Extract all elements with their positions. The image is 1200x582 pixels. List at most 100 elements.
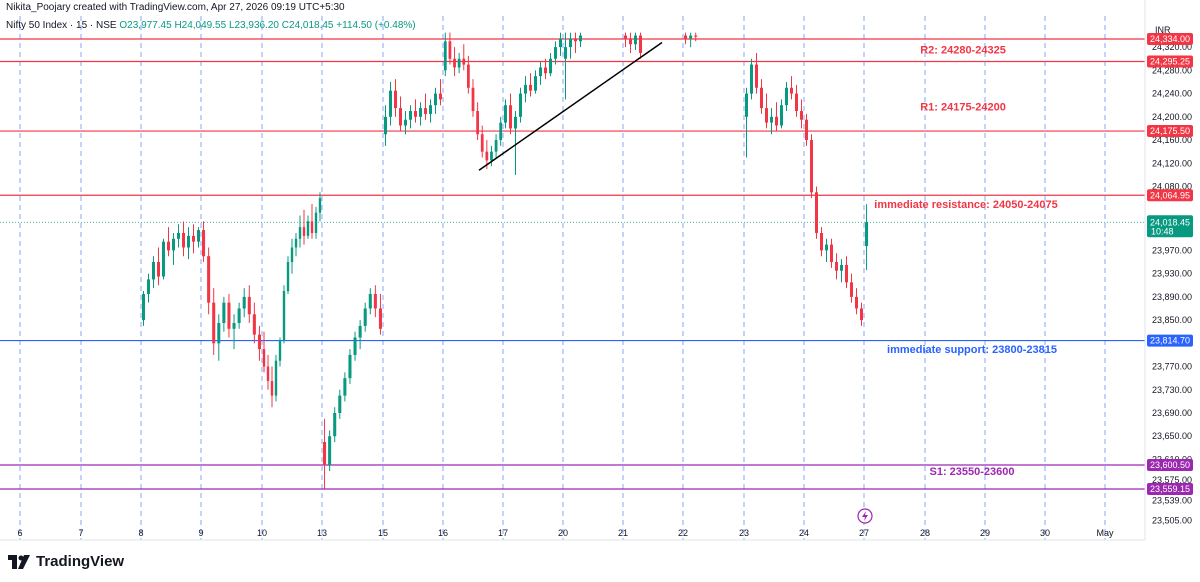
- candle: [634, 32, 637, 51]
- candle-body: [745, 93, 748, 117]
- candle: [480, 125, 484, 158]
- candle-body: [820, 232, 823, 251]
- candle-body: [509, 105, 512, 129]
- candle: [549, 52, 552, 77]
- time-tick-label: 10: [257, 528, 267, 538]
- candle: [318, 192, 322, 222]
- candle: [820, 227, 823, 257]
- bar-countdown-text: 10:48: [1151, 226, 1174, 236]
- candle: [815, 186, 818, 239]
- candle-body: [529, 84, 532, 91]
- candle: [534, 70, 537, 94]
- candle: [554, 41, 557, 65]
- level-lines: [0, 38, 1145, 490]
- candle: [270, 366, 274, 408]
- candle: [242, 288, 246, 318]
- time-tick-label: 20: [558, 528, 568, 538]
- candle: [689, 32, 693, 48]
- candle: [448, 32, 452, 65]
- candle-body: [524, 84, 527, 94]
- zone-label: S1: 23550-23600: [929, 466, 1014, 478]
- candle-body: [389, 90, 392, 117]
- candle: [328, 430, 332, 472]
- candle-body: [574, 38, 577, 42]
- time-tick-label: 8: [138, 528, 143, 538]
- candle: [765, 93, 768, 129]
- candle: [471, 79, 475, 117]
- candle: [197, 227, 200, 248]
- time-tick-label: 24: [799, 528, 809, 538]
- candle-body: [363, 308, 367, 326]
- symbol-legend: Nifty 50 Index · 15 · NSE O23,977.45 H24…: [6, 20, 416, 31]
- candle: [222, 296, 226, 332]
- candle-body: [750, 64, 753, 94]
- candle: [755, 52, 758, 94]
- candle-body: [348, 354, 352, 379]
- candle-body: [549, 58, 552, 74]
- candle-body: [343, 378, 347, 396]
- candle: [343, 372, 347, 402]
- candle: [850, 273, 853, 303]
- time-tick-label: 13: [317, 528, 327, 538]
- candle-body: [384, 116, 387, 135]
- candle-body: [443, 41, 447, 71]
- candle: [519, 87, 522, 123]
- symbol-name[interactable]: Nifty 50 Index · 15 · NSE: [6, 20, 117, 31]
- candle-body: [480, 134, 484, 152]
- candle-body: [579, 35, 582, 42]
- candle: [865, 204, 869, 271]
- candle: [509, 93, 512, 135]
- candle: [257, 325, 261, 361]
- candle: [825, 238, 828, 263]
- candle: [629, 32, 632, 53]
- candle: [544, 58, 547, 80]
- candle: [514, 111, 517, 175]
- candle-body: [257, 334, 261, 350]
- price-tick-label: 23,730.00: [1152, 385, 1192, 395]
- candle-body: [286, 262, 290, 292]
- price-axis[interactable]: 24,320.00 24,280.00 24,240.00 24,200.00 24,1…: [1152, 42, 1192, 525]
- candle: [745, 87, 748, 158]
- tradingview-brand[interactable]: TradingView: [8, 553, 124, 570]
- tradingview-logo-icon: [8, 554, 30, 569]
- level-price-tag: 23,814.70: [1147, 334, 1193, 347]
- candle-body: [399, 108, 402, 126]
- candle: [399, 96, 402, 132]
- candle: [384, 105, 387, 146]
- candle-body: [212, 302, 216, 344]
- candle: [529, 73, 532, 97]
- candle: [378, 293, 382, 335]
- time-axis[interactable]: 6 7 8 9 10 13 15 16 17 20 21 22 23 24 27 28 29 30 May: [17, 528, 1114, 538]
- candle-body: [434, 93, 437, 106]
- candle-body: [368, 293, 372, 309]
- candle-body: [282, 291, 286, 341]
- candle: [429, 99, 432, 123]
- candle: [247, 285, 251, 323]
- price-tick-label: 23,690.00: [1152, 408, 1192, 418]
- lightning-icon[interactable]: [857, 508, 873, 524]
- candle: [212, 288, 216, 355]
- candle-body: [222, 302, 226, 323]
- candle: [394, 79, 397, 117]
- candle: [830, 238, 833, 268]
- candle: [232, 314, 236, 350]
- candle-body: [490, 151, 493, 161]
- candle: [785, 81, 788, 112]
- zone-label: immediate support: 23800-23815: [887, 344, 1057, 356]
- candle: [177, 224, 180, 248]
- candle-body: [358, 325, 362, 338]
- candle: [290, 238, 294, 274]
- ohlc-low: L23,936.20: [228, 20, 279, 31]
- candle: [805, 113, 808, 146]
- candle: [569, 32, 572, 59]
- trendline[interactable]: [478, 41, 663, 171]
- vertical-grid: [19, 16, 1106, 540]
- candle: [795, 84, 798, 117]
- candle-body: [471, 87, 475, 112]
- time-tick-label: 22: [678, 528, 688, 538]
- candle-body: [629, 38, 632, 45]
- candle-body: [429, 105, 432, 114]
